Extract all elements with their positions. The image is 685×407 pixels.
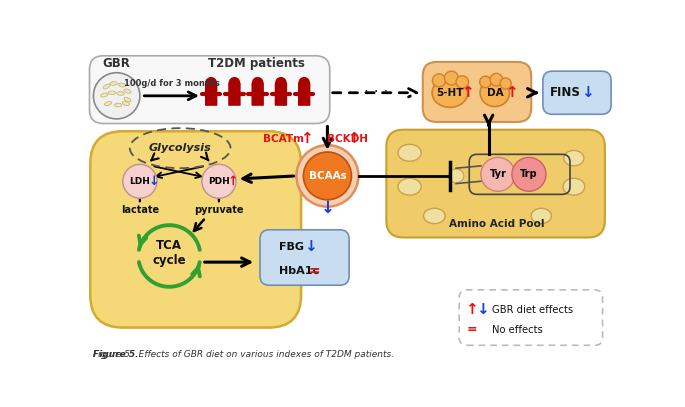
Text: Tyr: Tyr (490, 169, 506, 179)
Ellipse shape (398, 144, 421, 161)
Text: ↑: ↑ (460, 85, 473, 100)
Circle shape (432, 74, 446, 87)
FancyBboxPatch shape (260, 230, 349, 285)
Text: T2DM patients: T2DM patients (208, 57, 305, 70)
Circle shape (93, 73, 140, 119)
FancyBboxPatch shape (251, 83, 264, 106)
Ellipse shape (532, 208, 551, 223)
Text: =: = (308, 265, 320, 278)
Text: HbA1c: HbA1c (279, 266, 319, 276)
Text: GBR: GBR (103, 57, 131, 70)
Text: GBR diet effects: GBR diet effects (492, 305, 573, 315)
Ellipse shape (124, 97, 131, 102)
Text: ↓: ↓ (149, 175, 159, 188)
FancyBboxPatch shape (205, 83, 217, 106)
FancyBboxPatch shape (543, 71, 611, 114)
Ellipse shape (398, 178, 421, 195)
Ellipse shape (117, 92, 124, 95)
FancyBboxPatch shape (275, 83, 287, 106)
FancyBboxPatch shape (459, 290, 603, 345)
Text: FBG: FBG (279, 242, 304, 252)
Text: ↑: ↑ (506, 85, 519, 100)
Circle shape (202, 164, 236, 198)
Text: lactate: lactate (121, 205, 159, 215)
Text: ↑: ↑ (465, 302, 478, 317)
Circle shape (297, 145, 358, 207)
Circle shape (123, 164, 157, 198)
Text: 100g/d for 3 months: 100g/d for 3 months (124, 79, 220, 88)
Ellipse shape (432, 78, 468, 107)
Text: BCATm: BCATm (263, 134, 304, 144)
Circle shape (275, 77, 287, 88)
Circle shape (481, 158, 515, 191)
Circle shape (490, 73, 503, 86)
Ellipse shape (563, 178, 585, 195)
FancyBboxPatch shape (90, 56, 329, 124)
Text: pyruvate: pyruvate (194, 205, 244, 215)
Circle shape (445, 71, 458, 85)
Ellipse shape (448, 169, 464, 183)
Text: No effects: No effects (492, 325, 543, 335)
FancyBboxPatch shape (228, 83, 240, 106)
Ellipse shape (105, 101, 112, 106)
FancyBboxPatch shape (298, 83, 310, 106)
Circle shape (456, 76, 469, 88)
Text: 5-HT: 5-HT (436, 88, 464, 98)
Ellipse shape (108, 91, 116, 94)
Ellipse shape (423, 208, 445, 223)
Text: ↓: ↓ (304, 239, 316, 254)
Ellipse shape (119, 83, 125, 87)
Ellipse shape (480, 79, 510, 107)
Text: ↑: ↑ (300, 131, 313, 147)
FancyBboxPatch shape (386, 130, 605, 238)
Circle shape (299, 77, 310, 88)
Circle shape (206, 77, 217, 88)
Circle shape (479, 76, 491, 88)
Text: BCAAs: BCAAs (308, 171, 347, 181)
Ellipse shape (564, 151, 584, 166)
Text: · · ·: · · · (364, 85, 388, 100)
Text: =: = (466, 324, 477, 337)
Ellipse shape (110, 82, 117, 85)
Circle shape (303, 152, 351, 200)
Ellipse shape (103, 84, 110, 89)
Text: Amino Acid Pool: Amino Acid Pool (449, 219, 544, 229)
Text: ↓: ↓ (582, 85, 594, 100)
FancyBboxPatch shape (423, 62, 532, 122)
Text: LDH: LDH (129, 177, 150, 186)
Text: ↓: ↓ (321, 199, 334, 217)
Ellipse shape (114, 103, 122, 107)
Circle shape (252, 77, 264, 88)
Text: Trp: Trp (520, 169, 538, 179)
Circle shape (512, 158, 546, 191)
Text: Figure 5.  Effects of GBR diet on various indexes of T2DM patients.: Figure 5. Effects of GBR diet on various… (93, 350, 395, 359)
Text: PDH: PDH (208, 177, 229, 186)
Text: ↑: ↑ (227, 175, 238, 188)
Ellipse shape (124, 89, 131, 93)
Ellipse shape (101, 93, 108, 97)
Text: ↑: ↑ (347, 131, 360, 147)
Text: Glycolysis: Glycolysis (149, 143, 212, 153)
Text: DA: DA (486, 88, 503, 98)
Circle shape (500, 78, 511, 89)
Circle shape (229, 77, 240, 88)
FancyBboxPatch shape (90, 131, 301, 328)
Text: TCA
cycle: TCA cycle (153, 239, 186, 267)
Text: BCKDH: BCKDH (327, 134, 369, 144)
Ellipse shape (123, 101, 129, 105)
Text: Figure 5.: Figure 5. (93, 350, 139, 359)
Text: ↓: ↓ (476, 302, 489, 317)
Text: FINS: FINS (550, 86, 581, 99)
